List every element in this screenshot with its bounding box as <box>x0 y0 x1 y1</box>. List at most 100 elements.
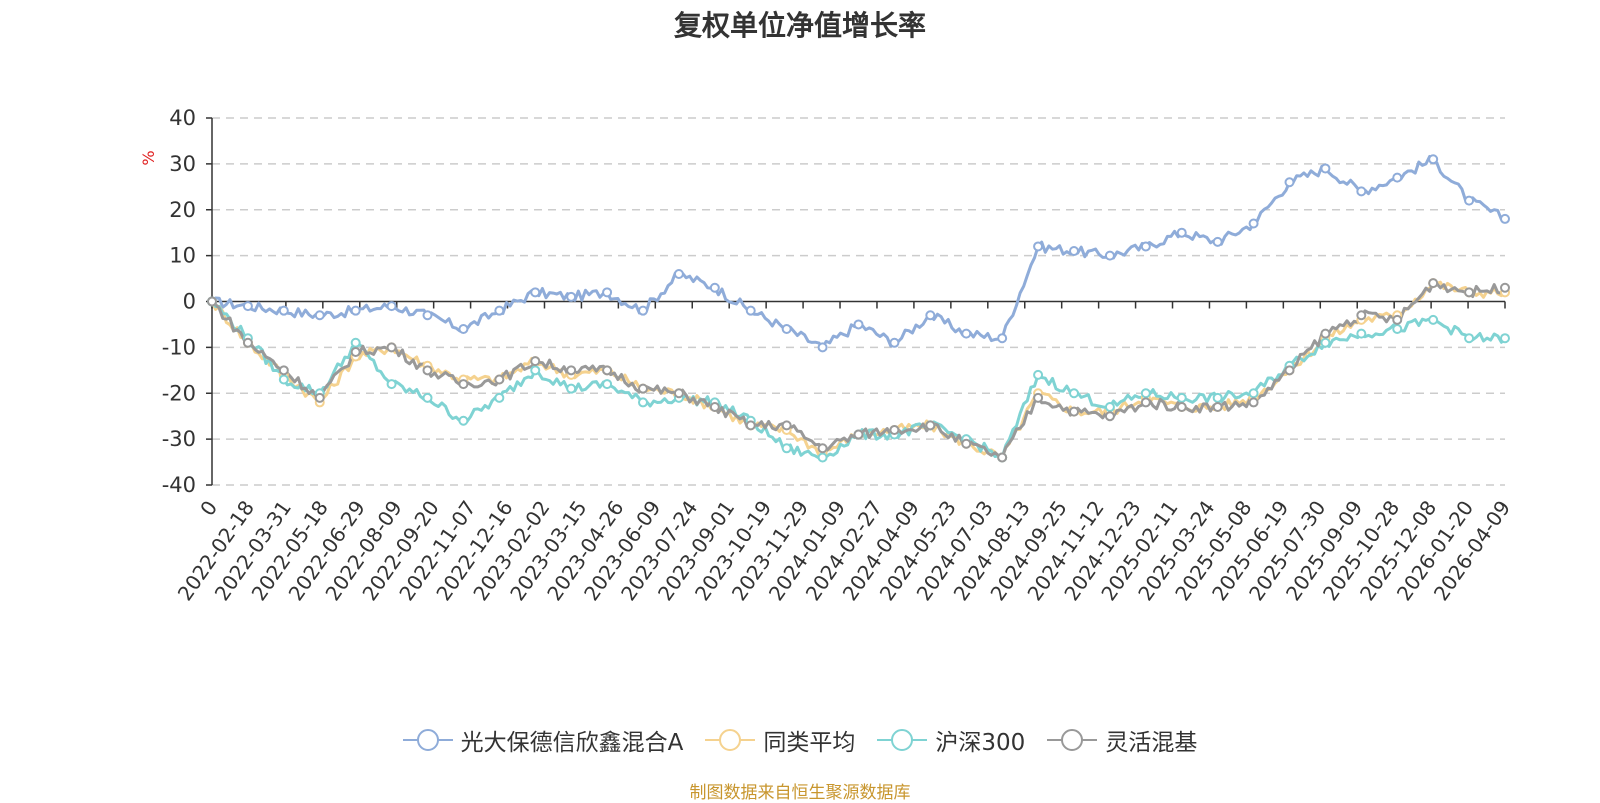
legend-label-1: 同类平均 <box>763 730 856 756</box>
axes: % <box>139 118 1505 485</box>
series-2-point-27 <box>1176 392 1187 403</box>
series-2-point-33 <box>1392 324 1403 335</box>
series-0-point-31 <box>1320 163 1331 174</box>
series-0-point-19 <box>889 337 900 348</box>
series-3-point-5 <box>386 342 397 353</box>
series-2-point-4 <box>350 337 361 348</box>
series-2-point-26 <box>1140 388 1151 399</box>
series-3-point-15 <box>745 420 756 431</box>
series-3-point-27 <box>1176 402 1187 413</box>
y-tick-label-7: -30 <box>162 427 196 451</box>
series-2-point-8 <box>494 392 505 403</box>
series-3-point-26 <box>1140 397 1151 408</box>
series-3-point-28 <box>1212 402 1223 413</box>
series-0-point-26 <box>1140 241 1151 252</box>
legend-swatch-icon <box>1047 729 1098 751</box>
series-0-point-27 <box>1176 227 1187 238</box>
series-0-point-8 <box>494 305 505 316</box>
series-0-point-5 <box>386 301 397 312</box>
series-0-point-4 <box>350 305 361 316</box>
series-0-point-18 <box>853 319 864 330</box>
series-2-point-6 <box>422 392 433 403</box>
series-3-point-32 <box>1356 310 1367 321</box>
series-0-point-35 <box>1464 195 1475 206</box>
series-2-point-31 <box>1320 337 1331 348</box>
legend-item-2[interactable]: 沪深300 <box>877 723 1025 757</box>
series-3-point-24 <box>1069 406 1079 417</box>
series-0-point-25 <box>1104 250 1115 261</box>
y-tick-label-8: -40 <box>162 473 196 497</box>
series-2-point-17 <box>817 452 828 463</box>
series-0-point-21 <box>961 328 972 339</box>
chart-title: 复权单位净值增长率 <box>673 9 926 42</box>
series-2-point-23 <box>1033 369 1044 380</box>
legend-label-0: 光大保德信欣鑫混合A <box>460 730 684 756</box>
y-tick-label-0: 40 <box>169 106 196 130</box>
data-source-note: 制图数据来自恒生聚源数据库 <box>689 783 911 803</box>
series-0-point-15 <box>745 305 756 316</box>
series-2-point-28 <box>1212 392 1223 403</box>
series-3-point-1 <box>242 337 253 348</box>
series-2-point-11 <box>602 379 613 390</box>
series-3-point-22 <box>997 452 1008 463</box>
series-2-point-36 <box>1500 333 1510 344</box>
series-2-point-32 <box>1356 328 1367 339</box>
series-0-point-30 <box>1284 177 1295 188</box>
y-tick-label-4: 0 <box>183 290 196 314</box>
series-0-point-34 <box>1428 154 1439 165</box>
series-0-point-17 <box>817 342 828 353</box>
series-3-point-6 <box>422 365 433 376</box>
y-tick-label-3: 10 <box>169 244 196 268</box>
series-2-point-5 <box>386 379 397 390</box>
series-3-point-31 <box>1320 328 1331 339</box>
series-2-point-12 <box>638 397 648 408</box>
legend-label-3: 灵活混基 <box>1105 730 1198 756</box>
series-2-point-35 <box>1464 333 1475 344</box>
series-0-point-12 <box>638 305 648 316</box>
series-0-point-11 <box>602 287 613 298</box>
series-2-point-29 <box>1248 388 1259 399</box>
series-0-point-2 <box>278 305 289 316</box>
y-tick-label-6: -20 <box>162 381 196 405</box>
series-3-point-20 <box>925 420 936 431</box>
series-3-point-10 <box>566 365 577 376</box>
series-3-point-13 <box>673 388 684 399</box>
series-3-point-7 <box>458 379 469 390</box>
series-markers <box>207 154 1510 463</box>
legend-item-1[interactable]: 同类平均 <box>705 723 855 757</box>
legend-item-0[interactable]: 光大保德信欣鑫混合A <box>402 723 684 757</box>
series-0-point-20 <box>925 310 936 321</box>
legend-swatch-icon <box>877 729 928 751</box>
series-3-point-0 <box>207 296 217 307</box>
series-0-point-10 <box>566 291 577 302</box>
series-3-point-29 <box>1248 397 1259 408</box>
series-3-point-25 <box>1104 411 1115 422</box>
series-0-point-16 <box>781 324 792 335</box>
series-line-0 <box>210 155 1506 349</box>
series-3-point-9 <box>530 356 541 367</box>
series-3-point-19 <box>889 424 900 435</box>
legend-label-2: 沪深300 <box>935 730 1026 756</box>
series-3-point-18 <box>853 429 864 440</box>
series-0-point-1 <box>242 301 253 312</box>
series-3-point-17 <box>817 443 828 454</box>
y-tick-label-5: -10 <box>162 335 196 359</box>
series-0-point-23 <box>1033 241 1044 252</box>
series-3-point-3 <box>314 392 325 403</box>
series-0-point-29 <box>1248 218 1259 229</box>
series-2-point-2 <box>278 374 289 385</box>
legend-item-3[interactable]: 灵活混基 <box>1047 723 1197 757</box>
series-0-point-36 <box>1500 213 1510 224</box>
y-tick-label-2: 20 <box>169 198 196 222</box>
series-0-point-24 <box>1069 246 1079 257</box>
series-0-point-6 <box>422 310 433 321</box>
y-axis-ticks: 40 30 20 10 0 -10 -20 -30 -40 <box>162 106 212 497</box>
series-3-point-8 <box>494 374 505 385</box>
series-3-point-36 <box>1500 282 1510 293</box>
series-3-point-16 <box>781 420 792 431</box>
series-3-point-35 <box>1464 287 1475 298</box>
series-0-point-22 <box>997 333 1008 344</box>
series-3-point-14 <box>709 402 720 413</box>
series-3-point-4 <box>350 346 361 357</box>
